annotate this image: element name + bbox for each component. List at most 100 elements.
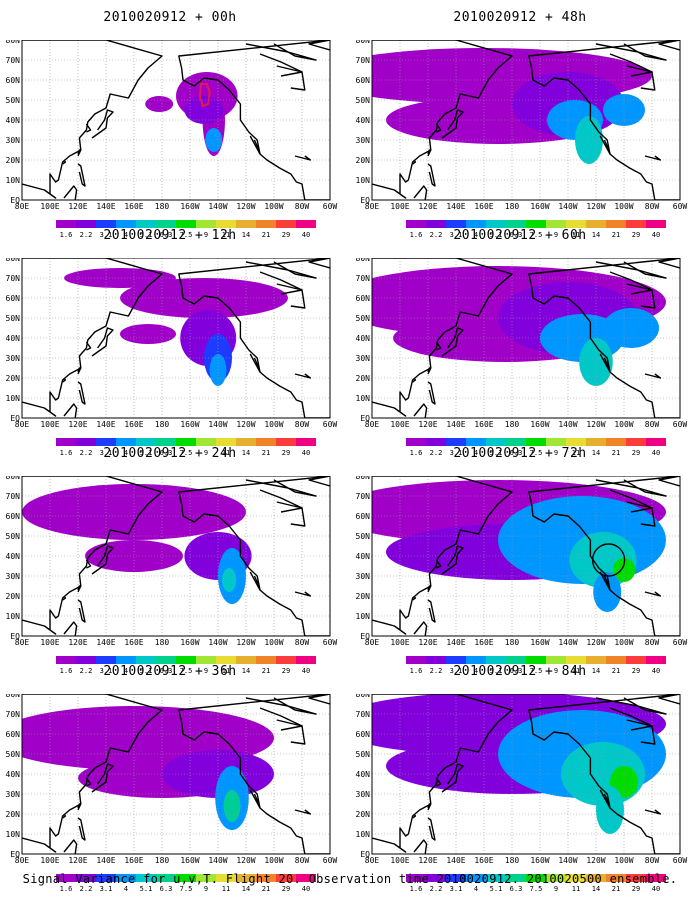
latitude-label: 20N xyxy=(356,810,371,819)
colorbar-label: 9 xyxy=(554,667,558,675)
colorbar-label: 4 xyxy=(474,667,478,675)
longitude-label: 60W xyxy=(323,856,338,865)
coastline xyxy=(22,476,163,635)
colorbar-swatch xyxy=(626,220,646,228)
latitude-label: 30N xyxy=(6,354,21,363)
colorbar: 1.6 2.2 3.1 4 5.1 6.3 7.5 9 11 14 21 29 40 xyxy=(406,438,666,457)
longitude-label: 60W xyxy=(323,420,338,429)
colorbar-label: 29 xyxy=(282,231,290,239)
longitude-label: 160W xyxy=(180,420,199,429)
coastline xyxy=(528,258,680,418)
coastline xyxy=(644,809,662,815)
map-frame xyxy=(371,40,681,201)
colorbar-swatch xyxy=(196,874,216,882)
colorbar-swatch xyxy=(446,438,466,446)
colorbar-swatch xyxy=(566,656,586,664)
colorbar-label: 2.2 xyxy=(80,885,93,893)
colorbar-label: 1.6 xyxy=(410,885,423,893)
colorbar-label: 3.1 xyxy=(100,667,113,675)
colorbar-label: 29 xyxy=(632,449,640,457)
latitude-label: 50N xyxy=(6,314,21,323)
coastline xyxy=(62,159,67,165)
colorbar-label: 14 xyxy=(592,667,600,675)
latitude-label: 80N xyxy=(356,40,371,45)
colorbar-swatch xyxy=(646,438,666,446)
latitude-label: EQ xyxy=(10,632,20,641)
colorbar-label: 3.1 xyxy=(100,231,113,239)
coastline xyxy=(630,289,656,309)
colorbar-label: 1.6 xyxy=(410,667,423,675)
coastline xyxy=(413,839,428,854)
longitude-label: 180 xyxy=(505,420,520,429)
colorbar-label: 5.1 xyxy=(140,885,153,893)
longitude-label: 120E xyxy=(418,856,437,865)
panel-title: 2010020912 + 60h xyxy=(453,228,587,243)
colorbar-label: 3.1 xyxy=(100,449,113,457)
colorbar-label: 29 xyxy=(282,449,290,457)
latitude-label: 50N xyxy=(6,750,21,759)
coastline xyxy=(85,341,92,351)
longitude-label: 60W xyxy=(673,420,688,429)
longitude-label: 100E xyxy=(40,856,59,865)
colorbar-swatch xyxy=(256,438,276,446)
longitude-label: 180 xyxy=(505,638,520,647)
colorbar-swatch xyxy=(426,220,446,228)
latitude-label: 80N xyxy=(6,258,21,263)
latitude-label: 70N xyxy=(356,710,371,719)
colorbar-swatch xyxy=(116,438,136,446)
colorbar-swatch xyxy=(56,438,76,446)
colorbar-swatch xyxy=(156,220,176,228)
colorbar-swatch xyxy=(236,220,256,228)
latitude-label: 30N xyxy=(6,136,21,145)
latitude-label: 60N xyxy=(6,76,21,85)
colorbar-swatch xyxy=(256,874,276,882)
colorbar-label: 7.5 xyxy=(530,231,543,239)
longitude-label: 160W xyxy=(530,638,549,647)
coastline xyxy=(85,559,92,569)
variance-region xyxy=(223,790,241,822)
coastline xyxy=(644,591,662,597)
longitude-label: 120W xyxy=(236,202,255,211)
colorbar-label: 6.3 xyxy=(160,667,173,675)
coastline xyxy=(77,803,82,811)
latitude-label: 40N xyxy=(356,116,371,125)
longitude-label: 100W xyxy=(614,638,633,647)
map-panel: 2010020912 + 60h 80N 70N 60N 50N 40N 30N 20N 10N… xyxy=(350,222,690,457)
colorbar-swatch xyxy=(96,656,116,664)
longitude-label: 160E xyxy=(474,638,493,647)
panel-title: 2010020912 + 48h xyxy=(453,10,587,25)
colorbar-swatch xyxy=(466,220,486,228)
coastline xyxy=(427,817,436,841)
latitude-label: 30N xyxy=(6,790,21,799)
coastline xyxy=(595,479,667,497)
coastline xyxy=(595,43,667,61)
colorbar-swatch xyxy=(216,438,236,446)
colorbar-swatch xyxy=(606,220,626,228)
coastline xyxy=(427,599,436,623)
latitude-label: 30N xyxy=(6,572,21,581)
coastline xyxy=(62,813,67,819)
latitude-label: 50N xyxy=(356,96,371,105)
latitude-label: 50N xyxy=(356,314,371,323)
variance-region xyxy=(145,96,174,112)
coastline xyxy=(280,725,306,745)
longitude-label: 80W xyxy=(295,856,310,865)
colorbar-label: 5.1 xyxy=(140,667,153,675)
colorbar-swatch xyxy=(116,656,136,664)
colorbar-label: 14 xyxy=(592,449,600,457)
colorbar-swatch xyxy=(486,874,506,882)
latitude-label: EQ xyxy=(10,850,20,859)
coastline xyxy=(609,707,653,727)
colorbar-swatch xyxy=(486,220,506,228)
colorbar-swatch xyxy=(176,220,196,228)
latitude-label: EQ xyxy=(10,414,20,423)
panel-title: 2010020912 + 84h xyxy=(453,664,587,679)
colorbar-swatch xyxy=(586,874,606,882)
colorbar-label: 7.5 xyxy=(180,449,193,457)
colorbar-label: 9 xyxy=(204,231,208,239)
coastline xyxy=(441,109,464,139)
colorbar-label: 2.2 xyxy=(80,231,93,239)
coastline xyxy=(630,71,656,91)
coastline xyxy=(77,585,82,593)
